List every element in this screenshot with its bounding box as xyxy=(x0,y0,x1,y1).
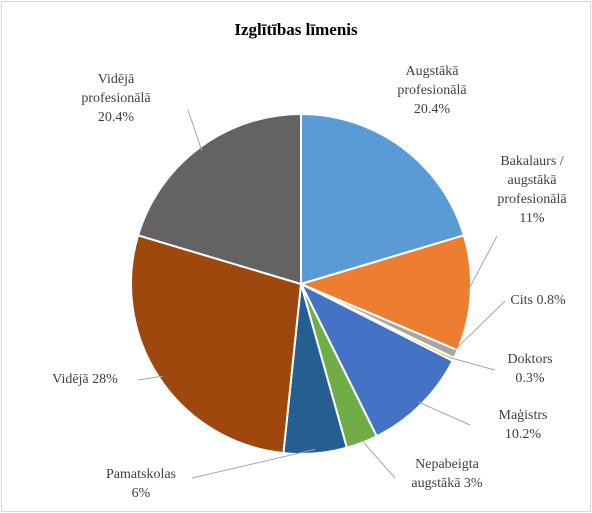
leader-line xyxy=(449,357,496,371)
leader-line xyxy=(451,300,506,353)
label-value: 20.4% xyxy=(97,110,135,125)
label-category: Pamatskolas xyxy=(106,467,176,482)
label-value: 11% xyxy=(519,211,545,226)
pie-slice xyxy=(130,234,303,455)
pie-slice xyxy=(136,112,302,286)
label-value: 6% xyxy=(131,486,151,501)
label-category: Cits xyxy=(510,293,533,308)
data-label: Vidējā 28% xyxy=(35,370,135,389)
leader-line xyxy=(360,438,396,479)
data-label: Nepabeigta augstākā 3% xyxy=(397,455,497,493)
label-category: Nepabeigta augstākā xyxy=(411,457,479,491)
label-category: Vidējā profesionālā xyxy=(81,72,151,106)
label-value: 28% xyxy=(92,372,118,387)
label-value: 3% xyxy=(463,476,483,491)
data-label: Bakalaurs / augstākā profesionālā 11% xyxy=(485,152,580,228)
label-value: 10.2% xyxy=(504,427,542,442)
label-category: Augstākā profesionālā xyxy=(397,64,467,98)
data-label: Cits 0.8% xyxy=(488,291,588,310)
chart-title: Izglītības līmenis xyxy=(234,20,358,39)
leader-line xyxy=(417,401,471,426)
leader-line xyxy=(187,109,203,152)
pie-slice xyxy=(298,281,454,438)
leader-line xyxy=(466,235,498,294)
label-value: 0.3% xyxy=(515,371,545,386)
leader-line xyxy=(137,375,163,381)
data-label: Vidējā profesionālā 20.4% xyxy=(71,70,161,127)
data-label: Doktors 0.3% xyxy=(500,350,560,388)
data-label: Pamatskolas 6% xyxy=(96,465,186,503)
data-label: Augstākā profesionālā 20.4% xyxy=(385,62,480,119)
label-value: 20.4% xyxy=(413,102,451,117)
pie-slice xyxy=(300,112,466,286)
label-category: Bakalaurs / augstākā profesionālā xyxy=(497,154,567,207)
label-value: 0.8% xyxy=(536,293,566,308)
label-category: Doktors xyxy=(507,352,553,367)
leader-line xyxy=(191,448,316,479)
data-label: Maģistrs 10.2% xyxy=(488,406,558,444)
label-category: Vidējā xyxy=(52,372,89,387)
label-category: Maģistrs xyxy=(498,408,548,423)
